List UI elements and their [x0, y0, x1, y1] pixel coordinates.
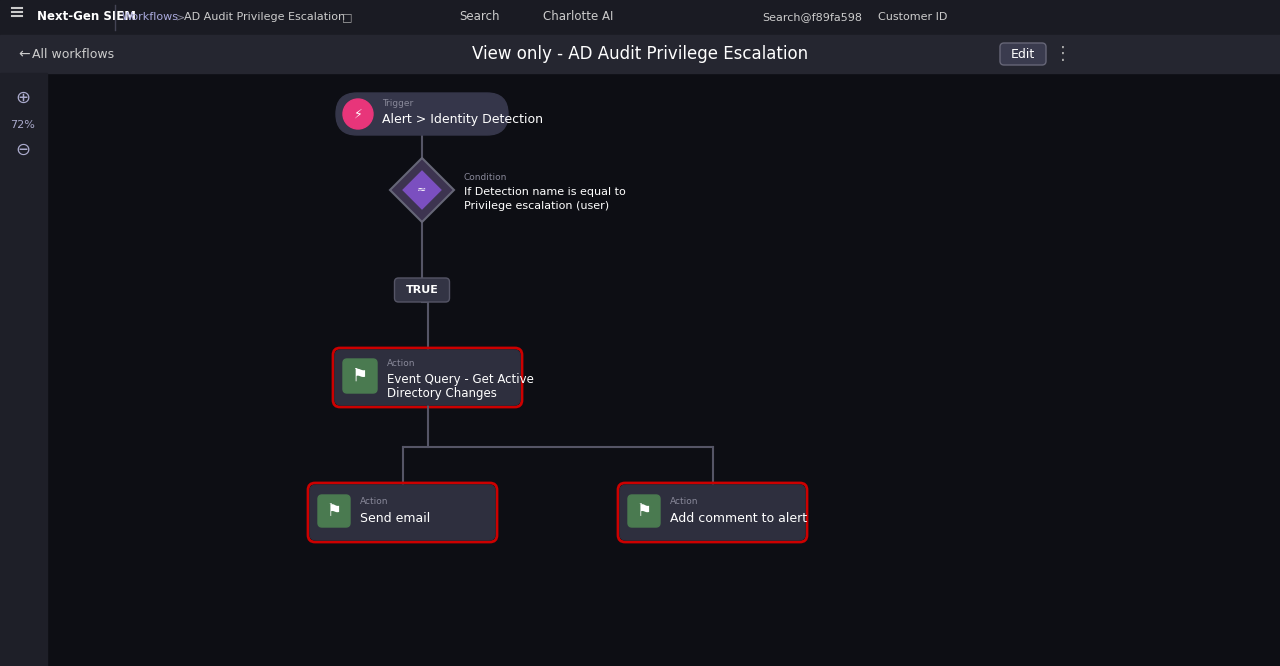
FancyBboxPatch shape	[394, 278, 449, 302]
Text: Send email: Send email	[360, 511, 430, 525]
Text: Search@f89fa598: Search@f89fa598	[762, 12, 861, 22]
Text: ⚡: ⚡	[353, 107, 362, 121]
FancyBboxPatch shape	[1000, 43, 1046, 65]
Text: Search: Search	[460, 11, 500, 23]
FancyBboxPatch shape	[620, 485, 805, 540]
FancyBboxPatch shape	[310, 485, 495, 540]
Text: All workflows: All workflows	[32, 47, 114, 61]
Bar	[0, 35, 1280, 73]
Text: □: □	[342, 12, 352, 22]
Text: ⊕: ⊕	[15, 89, 31, 107]
Text: Directory Changes: Directory Changes	[387, 388, 497, 400]
Text: ⚑: ⚑	[352, 367, 369, 385]
Text: ≈: ≈	[417, 185, 426, 195]
Text: 72%: 72%	[10, 120, 36, 130]
Text: Condition: Condition	[465, 172, 507, 182]
Text: Trigger: Trigger	[381, 99, 413, 109]
Text: Customer ID: Customer ID	[878, 12, 947, 22]
FancyBboxPatch shape	[335, 93, 508, 135]
Text: Action: Action	[387, 358, 416, 368]
Bar	[0, 73, 47, 666]
Text: ←: ←	[18, 47, 29, 61]
Text: View only - AD Audit Privilege Escalation: View only - AD Audit Privilege Escalatio…	[472, 45, 808, 63]
Text: Alert > Identity Detection: Alert > Identity Detection	[381, 113, 543, 127]
Polygon shape	[402, 170, 442, 210]
Text: Next-Gen SIEM: Next-Gen SIEM	[37, 11, 136, 23]
Text: ⚑: ⚑	[326, 502, 342, 520]
Text: Charlotte AI: Charlotte AI	[543, 11, 613, 23]
FancyBboxPatch shape	[628, 495, 660, 527]
Polygon shape	[390, 158, 454, 222]
Text: Privilege escalation (user): Privilege escalation (user)	[465, 201, 609, 211]
Text: >: >	[177, 12, 186, 22]
Bar	[0, 0, 1280, 35]
FancyBboxPatch shape	[343, 359, 378, 393]
Text: Workflows: Workflows	[122, 12, 179, 22]
Text: Action: Action	[669, 498, 699, 507]
Text: Add comment to alert: Add comment to alert	[669, 511, 808, 525]
Text: ⊖: ⊖	[15, 141, 31, 159]
FancyBboxPatch shape	[335, 350, 520, 405]
Text: Action: Action	[360, 498, 389, 507]
Circle shape	[343, 99, 372, 129]
Text: ⋮: ⋮	[1053, 45, 1073, 63]
Text: Edit: Edit	[1011, 47, 1036, 61]
FancyBboxPatch shape	[317, 495, 349, 527]
Text: AD Audit Privilege Escalation: AD Audit Privilege Escalation	[184, 12, 346, 22]
Text: TRUE: TRUE	[406, 285, 439, 295]
Text: Event Query - Get Active: Event Query - Get Active	[387, 372, 534, 386]
Text: If Detection name is equal to: If Detection name is equal to	[465, 187, 626, 197]
Text: ⚑: ⚑	[636, 502, 652, 520]
